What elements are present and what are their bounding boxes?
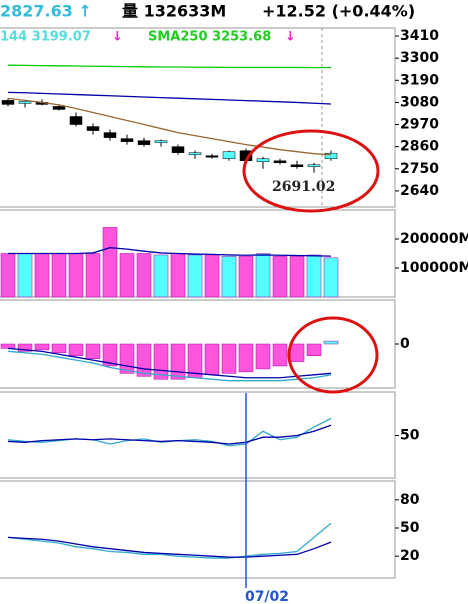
candle-body [86,126,100,131]
y-tick-label: 200000M [400,231,468,247]
candle-body [256,158,270,162]
candle-body [69,116,83,125]
panel-frame [0,27,396,208]
bar [51,343,67,354]
bar [204,254,220,298]
candle-body [18,101,32,104]
bar [204,343,220,376]
volume: 量 132633M [122,2,226,21]
bar [68,343,84,356]
bar [187,254,203,298]
candle-body [188,152,202,155]
sma250-arrow: ↓ [285,30,296,45]
bar [272,256,288,298]
x-tick-label: 07/02 [245,589,289,604]
candle-body [324,152,338,159]
candle-body [137,140,151,145]
bar [17,343,33,352]
bar [323,340,339,345]
price: 2827.63 ↑ [0,2,92,21]
series-line [7,347,332,379]
bar [289,256,305,298]
series-line [7,64,332,69]
bar [85,343,101,359]
bar [170,253,186,298]
bar [306,254,322,298]
bar [153,254,169,298]
series-line [7,91,332,105]
bar [170,343,186,380]
y-tick-label: 3190 [400,72,439,88]
y-tick-label: 2860 [400,139,439,155]
bar [221,256,237,298]
plot: 3410 3300 3190 3080 2970 2860 2750 2640 200000M 1… [0,28,468,604]
bar [34,343,50,351]
bar [221,343,237,374]
highlight-circle [242,129,380,213]
series-line [7,97,332,156]
sma144-arrow: ↓ [112,30,123,45]
bar [119,253,135,298]
annotation: 2691.02 [272,179,335,195]
bar [238,343,254,373]
bar [0,343,16,349]
candle-body [290,164,304,168]
bar [255,253,271,298]
bar [289,343,305,362]
series-line [7,424,332,445]
series-line [8,247,332,257]
y-tick-label: 2750 [400,161,439,177]
candle-body [103,132,117,138]
candle-body [154,140,168,143]
highlight-circle [287,316,379,394]
y-tick-label: 3300 [400,50,439,66]
candle-body [222,151,236,159]
y-tick-label: 2970 [400,117,439,133]
candle-body [171,146,185,153]
bar [102,343,118,367]
series-line [7,350,332,382]
bar [323,257,339,298]
y-tick-label: 20 [400,548,420,564]
y-tick-label: 50 [400,428,420,444]
panel-frame [0,391,396,479]
series-line [7,522,332,559]
bar [85,253,101,298]
candle-body [307,164,321,168]
bar [255,343,271,370]
bar [51,253,67,298]
candle-body [273,160,287,164]
sma250: SMA250 3253.68 [148,30,271,45]
candle-body [1,100,15,105]
bar [136,343,152,377]
y-tick-label: 0 [400,336,410,352]
change: +12.52 (+0.44%) [262,2,415,21]
bar [102,227,118,298]
candle-body [120,138,134,142]
y-tick-label: 3410 [400,28,439,44]
bar [272,343,288,367]
series-line [7,536,332,558]
y-tick-label: 80 [400,492,420,508]
candle-body [52,106,66,110]
bar [68,253,84,298]
bar [17,253,33,298]
y-tick-label: 2640 [400,183,439,199]
bar [238,256,254,298]
y-tick-label: 3080 [400,94,439,110]
bar [0,253,16,298]
y-tick-label: 100000M [400,260,468,276]
bar [306,343,322,356]
bar [136,253,152,298]
bar [34,253,50,298]
sma144: 144 3199.07 [0,30,91,45]
candle-body [205,155,219,158]
y-tick-label: 50 [400,520,420,536]
panel-frame [0,480,396,579]
